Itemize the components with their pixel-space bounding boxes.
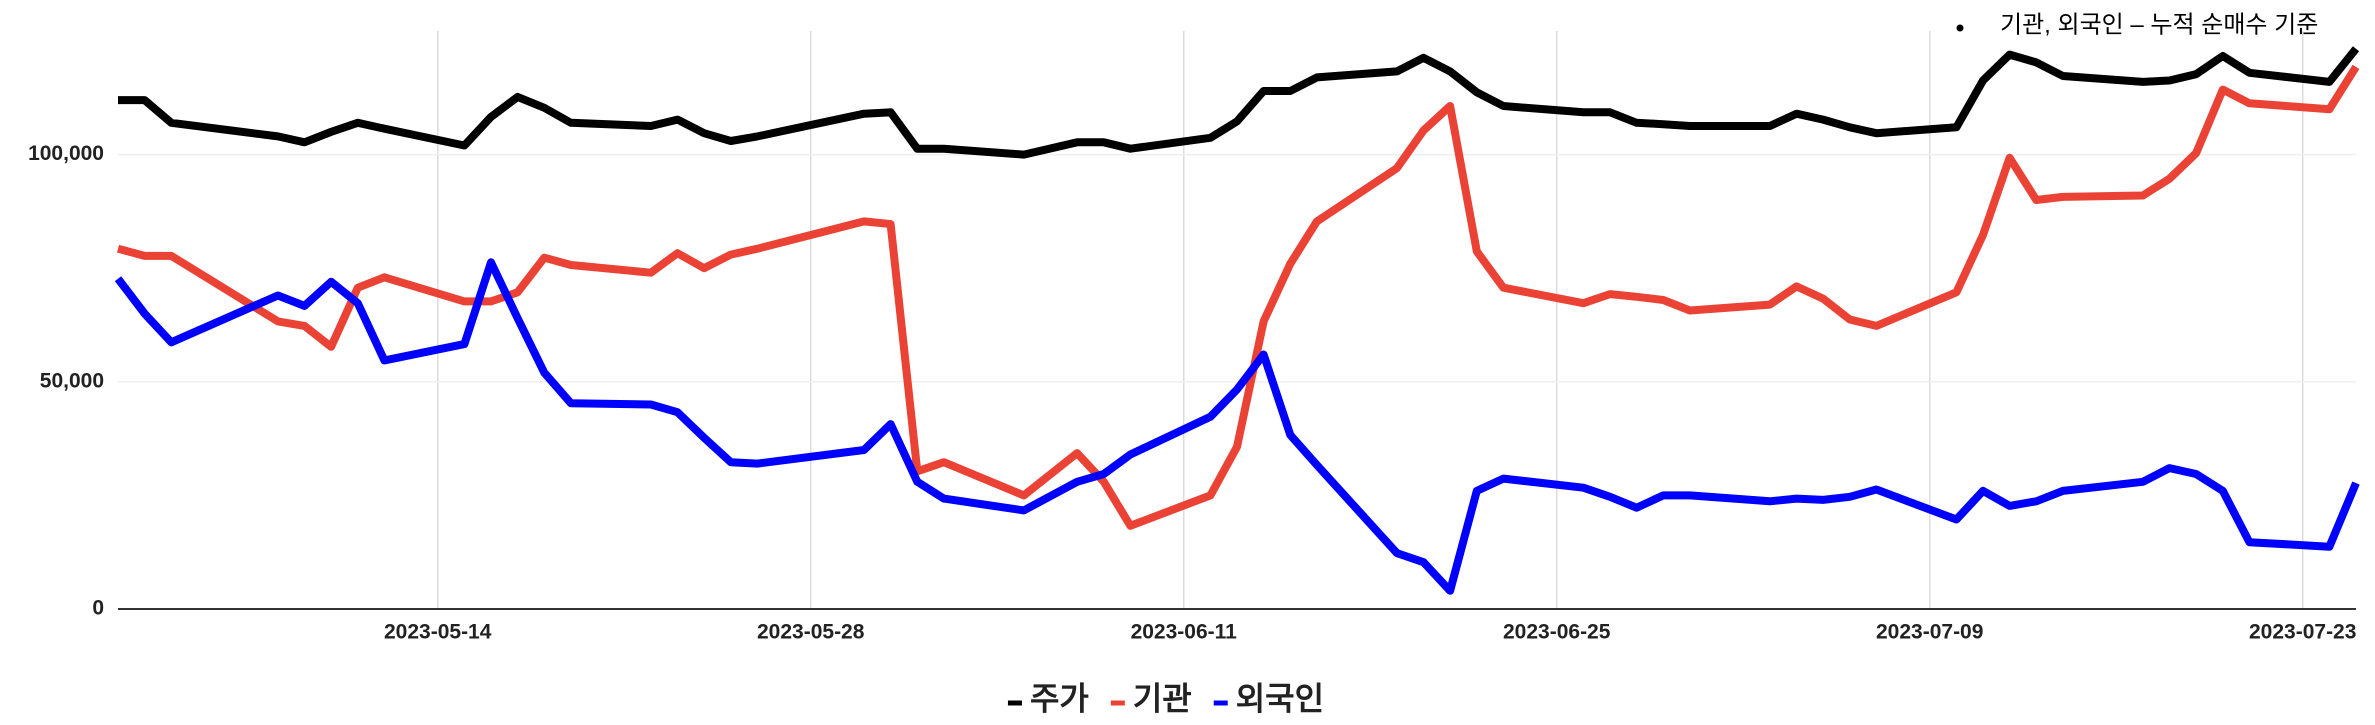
x-tick-label: 2023-05-28 bbox=[757, 621, 865, 644]
x-tick-label: 2023-07-23 bbox=[2249, 621, 2356, 644]
y-tick-label: 0 bbox=[92, 597, 104, 620]
x-tick-label: 2023-06-11 bbox=[1131, 621, 1238, 644]
x-tick-label: 2023-05-14 bbox=[384, 621, 492, 644]
x-tick-label: 2023-07-09 bbox=[1876, 621, 1983, 644]
series-line bbox=[114, 258, 2360, 595]
series-line bbox=[116, 64, 2360, 530]
y-tick-label: 50,000 bbox=[40, 369, 104, 392]
legend-label: 외국인 bbox=[1236, 680, 1324, 716]
x-tick-label: 2023-06-25 bbox=[1503, 621, 1611, 644]
legend-label: 주가 bbox=[1030, 680, 1089, 716]
legend-label: 기관 bbox=[1133, 680, 1192, 716]
y-tick-label: 100,000 bbox=[28, 142, 104, 165]
annotation-bullet bbox=[1956, 24, 1964, 32]
annotation: 기관, 외국인 – 누적 순매수 기준 bbox=[2000, 11, 2318, 38]
series-line bbox=[118, 46, 2360, 159]
